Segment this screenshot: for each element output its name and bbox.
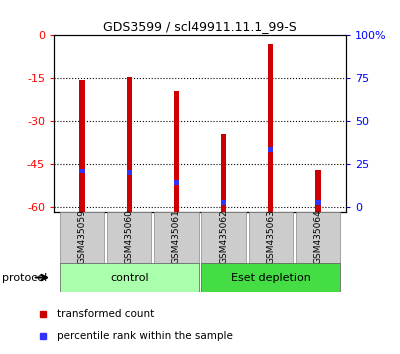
Bar — [315, 170, 320, 212]
Text: Eset depletion: Eset depletion — [231, 273, 310, 282]
Bar — [174, 180, 179, 184]
FancyBboxPatch shape — [60, 263, 198, 292]
Text: percentile rank within the sample: percentile rank within the sample — [57, 331, 232, 341]
Bar — [315, 200, 320, 205]
FancyBboxPatch shape — [60, 212, 104, 264]
Title: GDS3599 / scl49911.11.1_99-S: GDS3599 / scl49911.11.1_99-S — [103, 20, 297, 33]
FancyBboxPatch shape — [296, 212, 340, 264]
FancyBboxPatch shape — [202, 263, 340, 292]
Bar — [221, 134, 226, 212]
Bar — [221, 200, 226, 205]
Text: GSM435061: GSM435061 — [172, 210, 181, 264]
Text: GSM435063: GSM435063 — [266, 210, 275, 264]
Bar — [268, 44, 274, 212]
Text: GSM435059: GSM435059 — [78, 210, 87, 264]
Text: protocol: protocol — [2, 273, 47, 282]
FancyBboxPatch shape — [202, 212, 246, 264]
Bar — [126, 170, 132, 175]
FancyBboxPatch shape — [248, 212, 293, 264]
Text: control: control — [110, 273, 149, 282]
Bar — [174, 91, 179, 212]
Text: GSM435062: GSM435062 — [219, 210, 228, 264]
Text: transformed count: transformed count — [57, 308, 154, 319]
Bar — [80, 80, 85, 212]
Bar — [80, 169, 85, 173]
FancyBboxPatch shape — [107, 212, 152, 264]
Bar — [126, 77, 132, 212]
FancyBboxPatch shape — [154, 212, 198, 264]
Bar — [268, 148, 274, 152]
Text: GSM435064: GSM435064 — [313, 210, 322, 264]
Text: GSM435060: GSM435060 — [125, 210, 134, 264]
